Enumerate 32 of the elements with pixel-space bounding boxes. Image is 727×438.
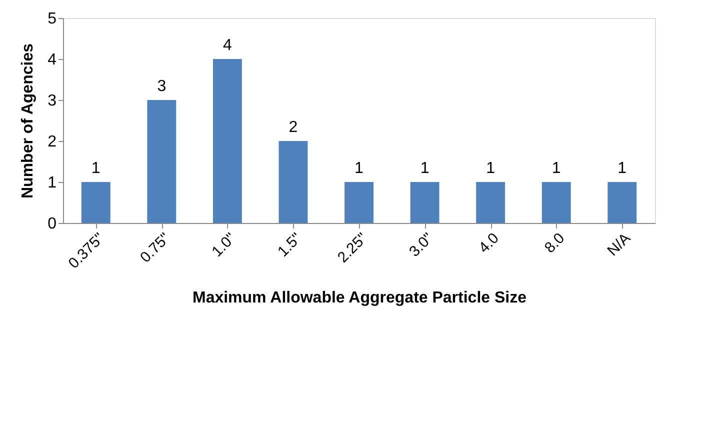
bar: [542, 182, 571, 223]
x-tick-label: N/A: [604, 230, 634, 260]
bar: [344, 182, 374, 223]
x-tick-label: 1.5": [274, 230, 306, 260]
data-label: 1: [91, 160, 100, 177]
y-tick-label: 3: [48, 92, 57, 110]
x-tick-label: 1.0": [208, 230, 240, 260]
x-tick-label: 8.0: [541, 230, 568, 257]
data-label: 1: [354, 160, 364, 177]
x-tick-label: 3.0": [406, 230, 437, 260]
bar: [278, 141, 308, 223]
x-axis-title: Maximum Allowable Aggregate Particle Size: [192, 289, 527, 306]
data-label: 1: [618, 160, 627, 177]
data-label: 1: [552, 160, 561, 177]
bar: [476, 182, 506, 223]
y-tick-label: 2: [48, 134, 57, 150]
data-label: 3: [157, 78, 166, 95]
y-tick-label: 1: [48, 174, 57, 192]
y-tick-label: 5: [48, 10, 57, 28]
bar: [147, 100, 176, 223]
bar: [410, 182, 440, 223]
y-tick-label: 4: [48, 52, 57, 68]
data-label: 4: [222, 37, 232, 54]
y-tick-label: 0: [48, 216, 57, 232]
data-label: 2: [288, 119, 298, 136]
data-label: 1: [486, 160, 496, 177]
data-label: 1: [420, 160, 430, 177]
bar: [81, 182, 110, 223]
bar: [212, 59, 242, 223]
x-tick-label: 4.0: [476, 230, 502, 257]
bar: [608, 182, 637, 223]
y-axis-title: Number of Agencies: [20, 43, 37, 198]
